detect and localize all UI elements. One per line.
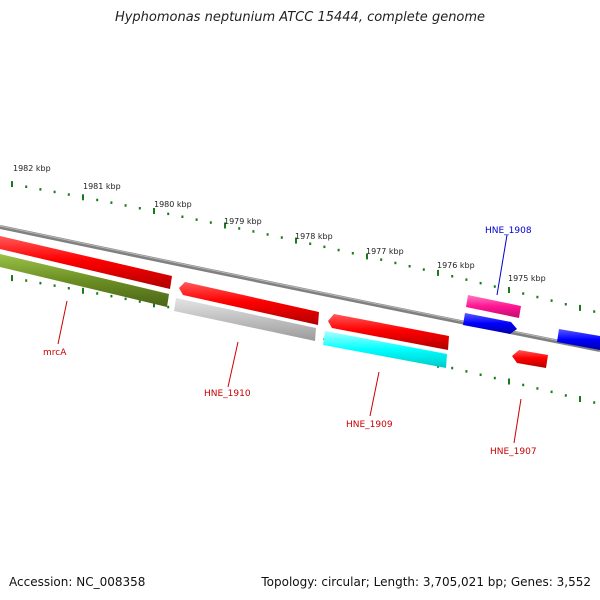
kbp-label: 1978 kbp (295, 232, 333, 241)
gene-label-HNE_1910: HNE_1910 (204, 389, 251, 399)
gene-label-HNE_1907: HNE_1907 (490, 447, 537, 457)
accession-text: Accession: NC_008358 (9, 575, 146, 589)
genome-backbone-highlight (0, 225, 600, 350)
leader-line-HNE_1909 (369, 371, 380, 417)
gene-arrow-red-1910[interactable] (179, 282, 319, 325)
gene-arrow-blue[interactable] (463, 313, 517, 334)
gene-arrow-HNE_1910[interactable] (174, 298, 316, 341)
gene-arrow-red-1909[interactable] (328, 314, 449, 350)
ruler-upper (11, 181, 596, 313)
genome-summary-text: Topology: circular; Length: 3,705,021 bp… (261, 575, 591, 589)
gene-arrow-HNE_1907[interactable] (512, 350, 548, 368)
gene-arrow-mrcA[interactable] (0, 254, 169, 307)
leader-line-HNE_1908 (496, 234, 508, 296)
leader-line-HNE_1910 (227, 341, 239, 388)
kbp-labels: 1982 kbp 1981 kbp 1980 kbp 1979 kbp 1978… (13, 164, 546, 283)
leader-line-HNE_1907 (513, 398, 522, 444)
gene-label-mrcA: mrcA (43, 348, 67, 358)
kbp-label: 1980 kbp (154, 200, 192, 209)
gene-arrow-red[interactable] (0, 236, 172, 289)
gene-label-HNE_1909: HNE_1909 (346, 420, 393, 430)
gene-arrow-HNE_1908[interactable] (466, 295, 521, 318)
ruler-lower (11, 275, 596, 404)
kbp-label: 1975 kbp (508, 274, 546, 283)
gene-arrow-blue-right[interactable] (557, 329, 600, 350)
gene-arrow-HNE_1909[interactable] (323, 331, 447, 368)
kbp-label: 1979 kbp (224, 217, 262, 226)
gene-label-HNE_1908: HNE_1908 (485, 226, 532, 236)
leader-line-mrcA (57, 300, 68, 345)
genome-title: Hyphomonas neptunium ATCC 15444, complet… (114, 10, 486, 25)
kbp-label: 1976 kbp (437, 261, 475, 270)
genome-backbone (0, 225, 600, 352)
kbp-label: 1977 kbp (366, 247, 404, 256)
kbp-label: 1981 kbp (83, 182, 121, 191)
kbp-label: 1982 kbp (13, 164, 51, 173)
